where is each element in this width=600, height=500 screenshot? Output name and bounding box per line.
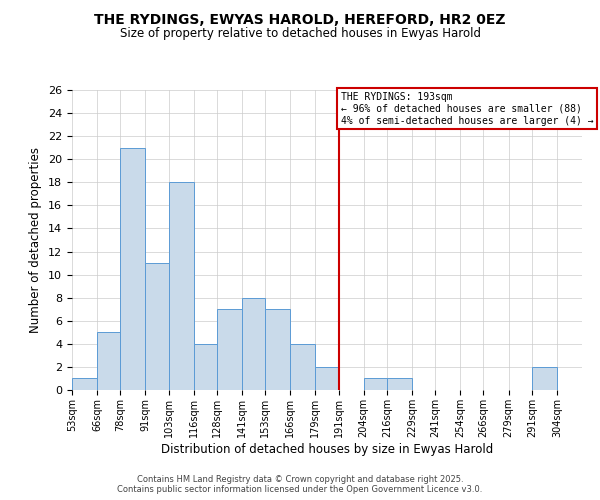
Bar xyxy=(242,298,265,390)
Y-axis label: Number of detached properties: Number of detached properties xyxy=(29,147,43,333)
Text: Contains public sector information licensed under the Open Government Licence v3: Contains public sector information licen… xyxy=(118,485,482,494)
Text: Contains HM Land Registry data © Crown copyright and database right 2025.: Contains HM Land Registry data © Crown c… xyxy=(137,475,463,484)
Bar xyxy=(532,367,557,390)
Text: THE RYDINGS: 193sqm
← 96% of detached houses are smaller (88)
4% of semi-detache: THE RYDINGS: 193sqm ← 96% of detached ho… xyxy=(341,92,593,126)
X-axis label: Distribution of detached houses by size in Ewyas Harold: Distribution of detached houses by size … xyxy=(161,442,493,456)
Bar xyxy=(194,344,217,390)
Bar xyxy=(217,309,242,390)
Bar xyxy=(145,263,169,390)
Bar xyxy=(97,332,120,390)
Bar xyxy=(72,378,97,390)
Bar xyxy=(364,378,387,390)
Bar xyxy=(265,309,290,390)
Bar xyxy=(387,378,412,390)
Bar xyxy=(290,344,316,390)
Text: Size of property relative to detached houses in Ewyas Harold: Size of property relative to detached ho… xyxy=(119,28,481,40)
Bar xyxy=(169,182,194,390)
Bar xyxy=(120,148,145,390)
Text: THE RYDINGS, EWYAS HAROLD, HEREFORD, HR2 0EZ: THE RYDINGS, EWYAS HAROLD, HEREFORD, HR2… xyxy=(94,12,506,26)
Bar xyxy=(316,367,338,390)
